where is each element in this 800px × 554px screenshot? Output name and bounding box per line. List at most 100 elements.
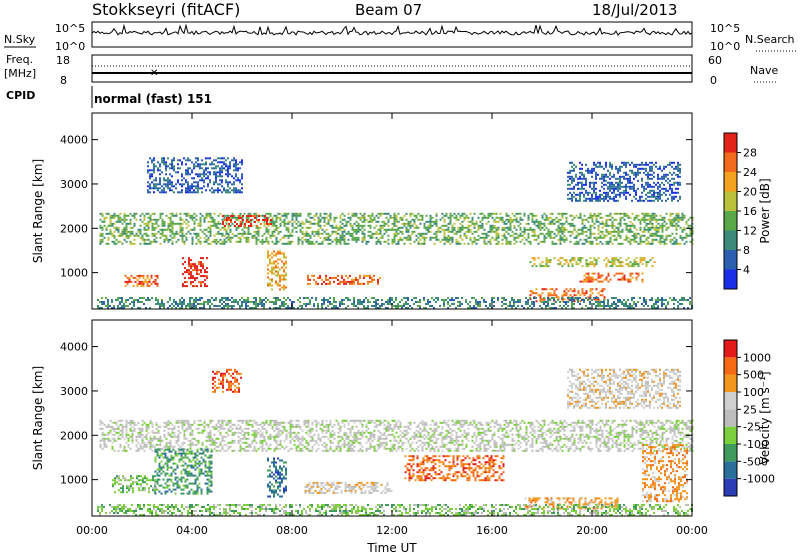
heatmap-cell — [159, 181, 161, 184]
heatmap-cell — [579, 193, 581, 196]
heatmap-cell — [607, 230, 610, 233]
heatmap-cell — [617, 193, 619, 196]
heatmap-cell — [285, 214, 288, 217]
heatmap-cell — [393, 236, 396, 239]
heatmap-cell — [191, 236, 194, 239]
heatmap-cell — [133, 427, 136, 430]
heatmap-cell — [202, 267, 204, 270]
heatmap-cell — [421, 216, 424, 219]
heatmap-cell — [119, 443, 122, 446]
heatmap-cell — [661, 240, 664, 243]
heatmap-cell — [593, 187, 595, 190]
heatmap-cell — [263, 303, 265, 305]
heatmap-cell — [153, 191, 155, 194]
heatmap-cell — [607, 261, 610, 264]
heatmap-cell — [291, 240, 294, 243]
heatmap-cell — [171, 167, 173, 170]
heatmap-cell — [235, 169, 237, 172]
heatmap-cell — [383, 232, 386, 235]
heatmap-cell — [175, 222, 178, 225]
heatmap-cell — [617, 301, 619, 303]
heatmap-cell — [565, 212, 568, 215]
heatmap-cell — [149, 443, 152, 446]
heatmap-cell — [275, 252, 277, 255]
heatmap-cell — [147, 191, 149, 194]
heatmap-cell — [285, 278, 287, 281]
heatmap-cell — [107, 303, 109, 305]
heatmap-cell — [487, 240, 490, 243]
heatmap-cell — [341, 218, 344, 221]
heatmap-cell — [181, 240, 184, 243]
heatmap-cell — [547, 216, 550, 219]
heatmap-cell — [623, 222, 626, 225]
heatmap-cell — [107, 299, 109, 301]
heatmap-cell — [429, 236, 432, 239]
freq-right-top: 60 — [708, 54, 722, 67]
heatmap-cell — [637, 274, 640, 277]
heatmap-cell — [417, 232, 420, 235]
heatmap-cell — [683, 242, 686, 245]
heatmap-cell — [171, 161, 173, 164]
heatmap-cell — [215, 242, 218, 245]
heatmap-cell — [97, 307, 99, 309]
heatmap-cell — [241, 234, 244, 237]
heatmap-cell — [589, 280, 592, 283]
heatmap-cell — [395, 218, 398, 221]
heatmap-cell — [353, 230, 356, 233]
heatmap-cell — [617, 181, 619, 184]
heatmap-cell — [577, 240, 580, 243]
heatmap-cell — [239, 179, 241, 182]
heatmap-cell — [545, 263, 548, 266]
heatmap-cell — [459, 228, 462, 231]
heatmap-cell — [551, 303, 553, 305]
heatmap-cell — [265, 228, 268, 231]
heatmap-cell — [184, 277, 186, 280]
heatmap-cell — [335, 305, 337, 307]
heatmap-cell — [319, 220, 322, 223]
heatmap-cell — [156, 282, 159, 285]
heatmap-cell — [595, 173, 597, 176]
heatmap-cell — [129, 240, 132, 243]
heatmap-cell — [657, 185, 659, 188]
heatmap-cell — [457, 230, 460, 233]
heatmap-cell — [109, 222, 112, 225]
heatmap-cell — [191, 218, 194, 221]
heatmap-cell — [427, 301, 429, 303]
heatmap-cell — [307, 212, 310, 215]
heatmap-cell — [617, 299, 619, 301]
heatmap-cell — [179, 222, 182, 225]
heatmap-cell — [477, 238, 480, 241]
heatmap-cell — [229, 165, 231, 168]
heatmap-cell — [125, 425, 128, 428]
heatmap-cell — [677, 191, 679, 194]
heatmap-cell — [587, 228, 590, 231]
heatmap-cell — [449, 214, 452, 217]
heatmap-cell — [229, 191, 231, 194]
heatmap-cell — [675, 238, 678, 241]
heatmap-cell — [561, 257, 564, 260]
heatmap-cell — [337, 240, 340, 243]
heatmap-cell — [323, 238, 326, 241]
heatmap-cell — [567, 230, 570, 233]
heatmap-cell — [473, 222, 476, 225]
heatmap-cell — [185, 437, 188, 440]
heatmap-cell — [509, 218, 512, 221]
heatmap-cell — [107, 307, 109, 309]
heatmap-cell — [103, 433, 106, 436]
heatmap-cell — [333, 299, 335, 301]
heatmap-cell — [635, 193, 637, 196]
heatmap-cell — [595, 193, 597, 196]
heatmap-cell — [589, 214, 592, 217]
heatmap-cell — [323, 224, 326, 227]
heatmap-cell — [543, 228, 546, 231]
heatmap-cell — [407, 222, 410, 225]
heatmap-cell — [529, 228, 532, 231]
heatmap-cell — [597, 195, 599, 198]
heatmap-cell — [679, 299, 681, 301]
heatmap-cell — [127, 437, 130, 440]
heatmap-cell — [222, 223, 224, 225]
heatmap-cell — [163, 238, 166, 241]
heatmap-cell — [661, 226, 664, 229]
heatmap-cell — [227, 157, 229, 160]
